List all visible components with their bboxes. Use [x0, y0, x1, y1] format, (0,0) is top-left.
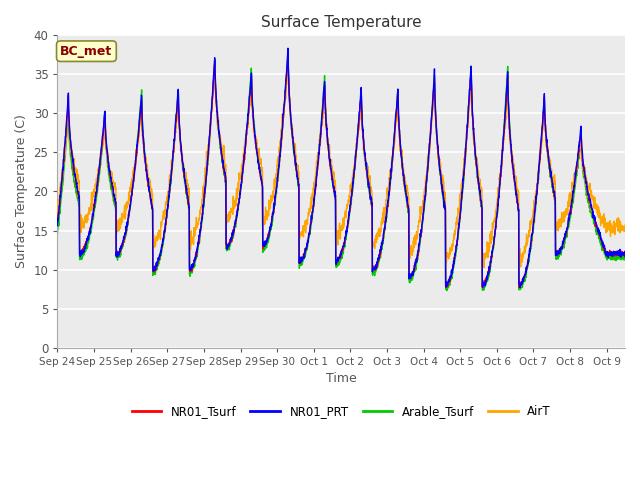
X-axis label: Time: Time — [326, 372, 356, 385]
Legend: NR01_Tsurf, NR01_PRT, Arable_Tsurf, AirT: NR01_Tsurf, NR01_PRT, Arable_Tsurf, AirT — [127, 400, 556, 423]
Text: BC_met: BC_met — [60, 45, 113, 58]
Y-axis label: Surface Temperature (C): Surface Temperature (C) — [15, 115, 28, 268]
Title: Surface Temperature: Surface Temperature — [261, 15, 422, 30]
